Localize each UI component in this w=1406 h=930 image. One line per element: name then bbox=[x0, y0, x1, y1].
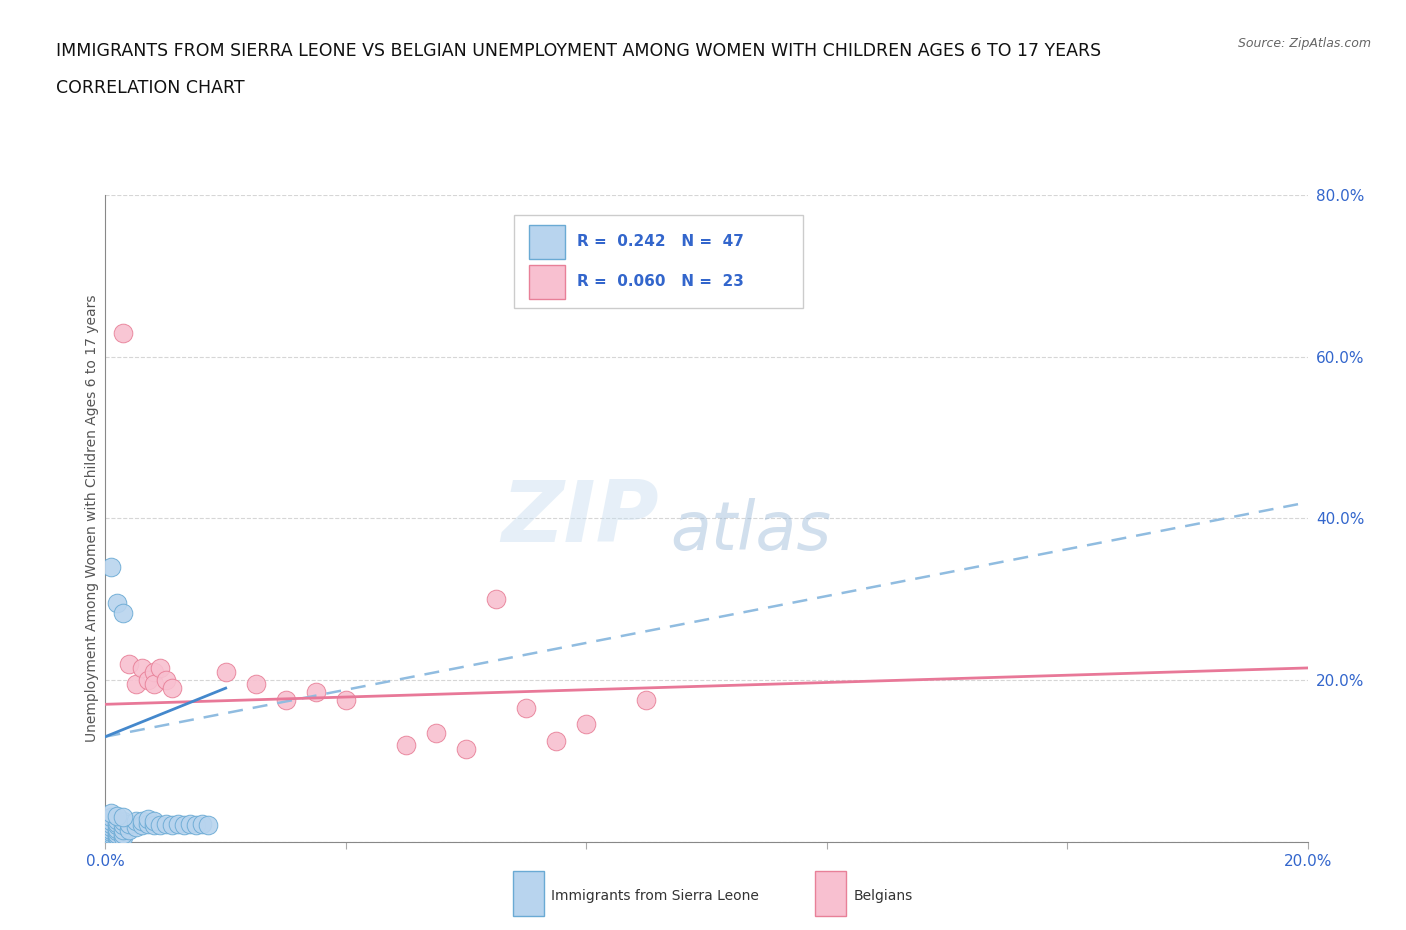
Point bbox=[100, 825, 122, 840]
Point bbox=[100, 822, 122, 837]
Point bbox=[148, 660, 170, 675]
Point bbox=[190, 817, 212, 831]
Point bbox=[107, 829, 129, 844]
Point bbox=[155, 817, 177, 831]
Point bbox=[546, 733, 568, 748]
Point bbox=[148, 818, 170, 833]
Point bbox=[160, 818, 183, 833]
Text: ZIP: ZIP bbox=[501, 477, 658, 560]
Point bbox=[100, 817, 122, 831]
Point bbox=[112, 822, 135, 837]
Point bbox=[575, 717, 598, 732]
Text: Belgians: Belgians bbox=[853, 888, 912, 903]
Text: IMMIGRANTS FROM SIERRA LEONE VS BELGIAN UNEMPLOYMENT AMONG WOMEN WITH CHILDREN A: IMMIGRANTS FROM SIERRA LEONE VS BELGIAN … bbox=[56, 42, 1101, 60]
Point bbox=[155, 672, 177, 687]
Point bbox=[100, 826, 122, 841]
Point bbox=[142, 677, 165, 692]
Point bbox=[636, 693, 658, 708]
Y-axis label: Unemployment Among Women with Children Ages 6 to 17 years: Unemployment Among Women with Children A… bbox=[86, 295, 100, 742]
Point bbox=[112, 605, 135, 620]
Point bbox=[107, 596, 129, 611]
Text: Source: ZipAtlas.com: Source: ZipAtlas.com bbox=[1237, 37, 1371, 50]
Point bbox=[197, 818, 219, 833]
Point bbox=[131, 660, 153, 675]
Point bbox=[142, 818, 165, 833]
Point bbox=[274, 693, 297, 708]
Text: R =  0.060   N =  23: R = 0.060 N = 23 bbox=[576, 274, 744, 289]
Point bbox=[107, 813, 129, 828]
Point bbox=[124, 677, 146, 692]
Point bbox=[160, 681, 183, 696]
Point bbox=[124, 819, 146, 834]
Point bbox=[173, 818, 195, 833]
Point bbox=[107, 831, 129, 846]
Point bbox=[100, 830, 122, 845]
Point bbox=[107, 824, 129, 839]
Point bbox=[124, 814, 146, 829]
Point bbox=[107, 821, 129, 836]
Point bbox=[100, 829, 122, 844]
Point bbox=[107, 826, 129, 841]
Point bbox=[100, 814, 122, 829]
Point bbox=[112, 818, 135, 833]
Point bbox=[118, 817, 141, 831]
Point bbox=[112, 326, 135, 340]
Text: CORRELATION CHART: CORRELATION CHART bbox=[56, 79, 245, 97]
Point bbox=[118, 657, 141, 671]
Point bbox=[131, 814, 153, 829]
Point bbox=[100, 806, 122, 821]
Point bbox=[118, 822, 141, 837]
Point bbox=[107, 818, 129, 833]
Point bbox=[131, 818, 153, 833]
Point bbox=[100, 560, 122, 575]
Point bbox=[179, 817, 201, 831]
Point bbox=[100, 819, 122, 834]
Point bbox=[305, 684, 328, 699]
Point bbox=[485, 591, 508, 606]
Point bbox=[515, 701, 537, 716]
Point bbox=[454, 741, 477, 756]
FancyBboxPatch shape bbox=[529, 265, 565, 299]
Text: Immigrants from Sierra Leone: Immigrants from Sierra Leone bbox=[551, 888, 759, 903]
Point bbox=[142, 665, 165, 680]
FancyBboxPatch shape bbox=[515, 215, 803, 309]
Point bbox=[107, 808, 129, 823]
Point bbox=[136, 812, 159, 827]
Point bbox=[136, 817, 159, 831]
Point bbox=[100, 810, 122, 825]
Point bbox=[112, 810, 135, 825]
Point bbox=[112, 826, 135, 841]
Point bbox=[107, 816, 129, 830]
Point bbox=[245, 677, 267, 692]
Point bbox=[214, 665, 236, 680]
FancyBboxPatch shape bbox=[529, 225, 565, 259]
Point bbox=[395, 737, 418, 752]
Point bbox=[136, 672, 159, 687]
Text: R =  0.242   N =  47: R = 0.242 N = 47 bbox=[576, 234, 744, 249]
Point bbox=[425, 725, 447, 740]
Text: atlas: atlas bbox=[671, 498, 831, 565]
Point bbox=[184, 818, 207, 833]
Point bbox=[112, 830, 135, 844]
Point bbox=[166, 817, 188, 831]
Point bbox=[112, 814, 135, 829]
Point bbox=[335, 693, 357, 708]
Point bbox=[142, 814, 165, 829]
